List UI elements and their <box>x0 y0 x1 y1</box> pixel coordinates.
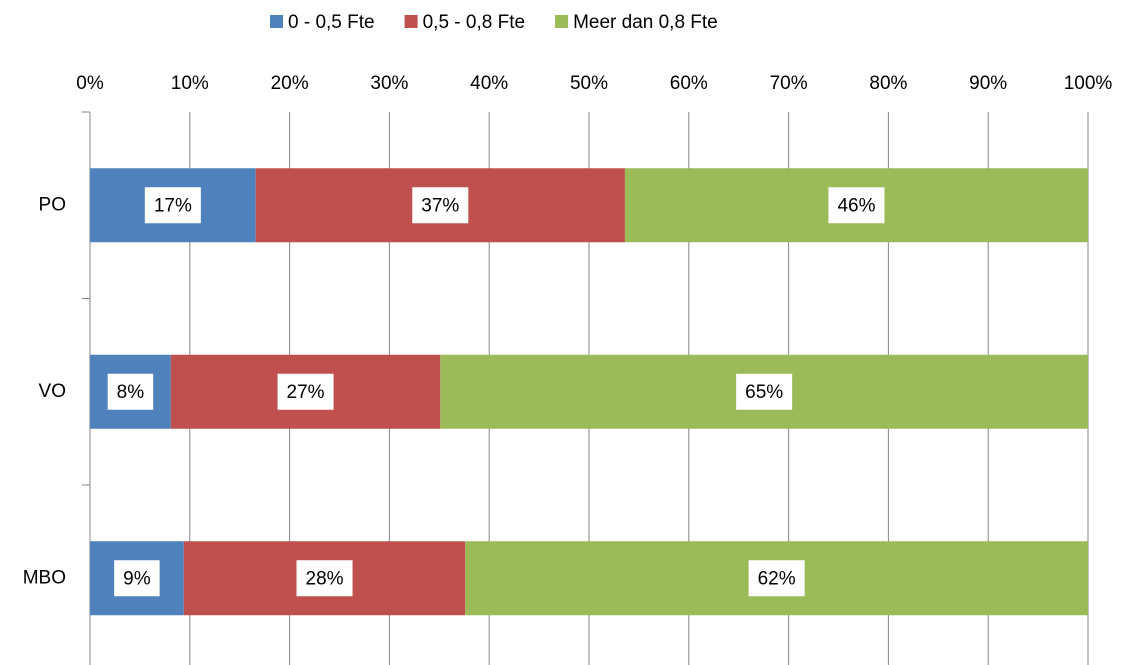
data-label: 65% <box>745 382 783 403</box>
legend-label: Meer dan 0,8 Fte <box>573 12 718 33</box>
data-label-box <box>144 187 201 224</box>
y-tick-label: VO <box>39 381 66 402</box>
data-label: 62% <box>758 568 796 589</box>
x-tick-label: 70% <box>770 73 808 94</box>
legend-label: 0,5 - 0,8 Fte <box>423 12 525 33</box>
data-label: 8% <box>117 382 145 403</box>
data-label: 27% <box>287 382 325 403</box>
x-tick-label: 20% <box>271 73 309 94</box>
data-label-box <box>107 373 154 410</box>
data-label: 28% <box>306 568 344 589</box>
data-label: 37% <box>421 195 459 216</box>
x-tick-label: 0% <box>76 73 104 94</box>
y-tick-label: PO <box>39 194 66 215</box>
legend-swatch <box>270 15 283 28</box>
data-label-box <box>114 560 160 597</box>
data-label: 46% <box>837 195 875 216</box>
data-label: 9% <box>123 568 151 589</box>
y-tick-label: MBO <box>23 567 66 588</box>
data-label-box <box>412 187 469 224</box>
data-label-box <box>828 187 885 224</box>
x-tick-label: 40% <box>470 73 508 94</box>
data-label: 17% <box>154 195 192 216</box>
legend-swatch <box>555 15 569 28</box>
data-label-box <box>736 373 793 410</box>
x-tick-label: 10% <box>171 73 209 94</box>
x-tick-label: 60% <box>670 73 708 94</box>
legend-swatch <box>404 15 418 28</box>
x-tick-label: 90% <box>969 73 1007 94</box>
data-label-box <box>277 373 334 410</box>
x-tick-label: 100% <box>1064 73 1113 94</box>
legend-label: 0 - 0,5 Fte <box>288 12 375 33</box>
data-label-box <box>748 560 805 597</box>
data-label-box <box>296 560 353 597</box>
x-tick-label: 50% <box>570 73 608 94</box>
x-tick-label: 80% <box>869 73 907 94</box>
x-tick-label: 30% <box>370 73 408 94</box>
